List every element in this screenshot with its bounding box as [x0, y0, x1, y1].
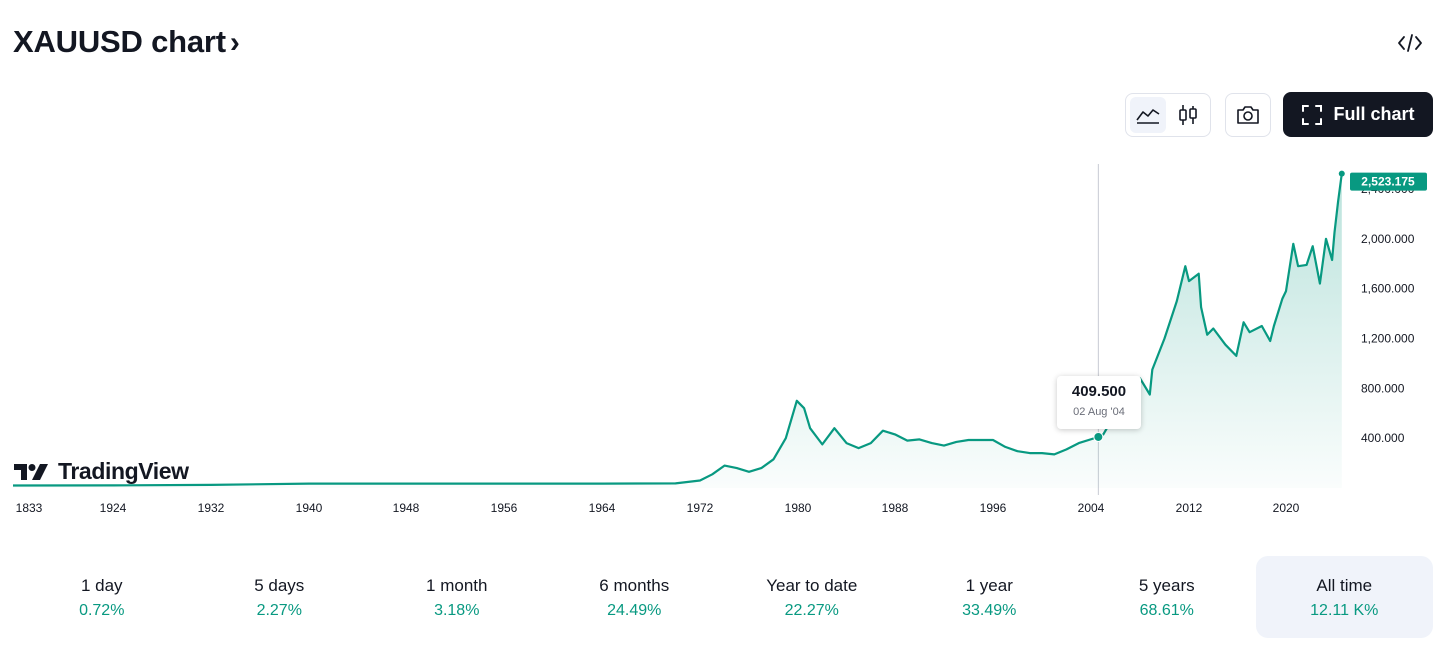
- x-tick-label: 1833: [16, 501, 43, 515]
- x-tick-label: 1932: [198, 501, 225, 515]
- period-label: Year to date: [766, 576, 858, 595]
- candles-chart-button[interactable]: [1170, 97, 1206, 133]
- chart-title-link[interactable]: XAUUSD chart ›: [13, 24, 240, 60]
- chevron-right-icon: ›: [229, 26, 240, 59]
- tooltip-value: 409.500: [1071, 383, 1127, 400]
- area-chart-button[interactable]: [1130, 97, 1166, 133]
- y-tick-label: 1,600.000: [1361, 282, 1415, 296]
- x-tick-label: 1948: [393, 501, 420, 515]
- x-tick-label: 1924: [100, 501, 127, 515]
- period-change: 3.18%: [434, 602, 480, 619]
- period-tab-all-time[interactable]: All time 12.11 K%: [1255, 556, 1433, 638]
- price-area-fill: [13, 173, 1342, 488]
- x-tick-label: 1956: [491, 501, 518, 515]
- full-chart-label: Full chart: [1333, 104, 1415, 124]
- camera-icon: [1237, 106, 1259, 124]
- tooltip-date: 02 Aug '04: [1073, 406, 1125, 418]
- full-chart-button[interactable]: Full chart: [1283, 92, 1433, 137]
- period-label: 1 year: [965, 576, 1013, 595]
- period-label: 5 years: [1138, 576, 1195, 595]
- y-tick-label: 800.000: [1361, 381, 1405, 395]
- period-tab-6-months[interactable]: 6 months 24.49%: [546, 556, 724, 638]
- period-tab-1-year[interactable]: 1 year 33.49%: [901, 556, 1079, 638]
- last-price-tag: 2,523.175: [1350, 172, 1427, 191]
- crosshair-tooltip: 409.500 02 Aug '04: [1057, 376, 1141, 429]
- period-tab-5-years[interactable]: 5 years 68.61%: [1078, 556, 1256, 638]
- fullscreen-icon: [1302, 104, 1323, 125]
- period-change: 33.49%: [962, 602, 1017, 619]
- y-tick-label: 2,000.000: [1361, 232, 1415, 246]
- x-tick-label: 1940: [296, 501, 323, 515]
- period-label: All time: [1316, 576, 1373, 595]
- last-price-label: 2,523.175: [1361, 175, 1415, 189]
- period-label: 1 day: [80, 576, 123, 595]
- period-change: 2.27%: [256, 602, 302, 619]
- crosshair-point: [1093, 431, 1104, 442]
- x-tick-label: 2012: [1176, 501, 1203, 515]
- price-series-line: [12, 173, 1343, 487]
- chart-title: XAUUSD chart: [13, 24, 226, 59]
- period-tab-1-month[interactable]: 1 month 3.18%: [368, 556, 546, 638]
- period-change: 24.49%: [607, 602, 662, 619]
- x-tick-label: 1964: [589, 501, 616, 515]
- period-label: 1 month: [426, 576, 488, 595]
- x-tick-label: 1996: [980, 501, 1007, 515]
- x-tick-label: 2020: [1273, 501, 1300, 515]
- period-performance-tabs: 1 day 0.72% 5 days 2.27% 1 month 3.18% 6 month…: [13, 556, 1433, 638]
- x-tick-label: 1980: [785, 501, 812, 515]
- x-tick-label: 2004: [1078, 501, 1105, 515]
- x-tick-label: 1988: [882, 501, 909, 515]
- period-change: 0.72%: [79, 602, 125, 619]
- y-tick-label: 400.000: [1361, 431, 1405, 445]
- tradingview-logo[interactable]: TradingView: [14, 458, 189, 485]
- chart-type-toggle: [1125, 93, 1211, 137]
- period-change: 12.11 K%: [1310, 602, 1379, 619]
- x-tick-label: 1972: [687, 501, 714, 515]
- period-change: 22.27%: [784, 602, 839, 619]
- embed-code-button[interactable]: [1392, 26, 1428, 60]
- period-label: 6 months: [599, 576, 670, 595]
- code-icon: [1398, 34, 1422, 52]
- candles-icon: [1179, 105, 1197, 125]
- tradingview-logo-icon: [14, 463, 48, 480]
- period-change: 68.61%: [1139, 602, 1194, 619]
- last-price-point: [1338, 170, 1345, 177]
- period-tab-1-day[interactable]: 1 day 0.72%: [13, 556, 191, 638]
- period-tab-year-to-date[interactable]: Year to date 22.27%: [723, 556, 901, 638]
- tradingview-logo-text: TradingView: [58, 458, 189, 484]
- snapshot-button[interactable]: [1225, 93, 1271, 137]
- area-chart-icon: [1136, 109, 1160, 124]
- period-label: 5 days: [254, 576, 305, 595]
- y-tick-label: 1,200.000: [1361, 331, 1415, 345]
- price-chart[interactable]: 400.000 800.000 1,200.000 1,600.000 2,000.00…: [0, 150, 1446, 525]
- period-tab-5-days[interactable]: 5 days 2.27%: [191, 556, 369, 638]
